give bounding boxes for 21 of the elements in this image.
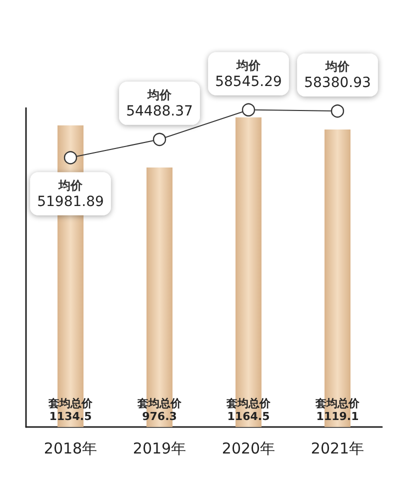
text: 均价: [236, 58, 260, 72]
data-label: 1134.5: [49, 410, 92, 423]
data-label: 54488.37: [126, 103, 193, 120]
data-label: 1119.1: [316, 410, 359, 423]
text: 套均总价: [138, 397, 182, 410]
series-label: 套均总价: [48, 397, 94, 410]
point: [64, 151, 78, 164]
x-tick-label: 2020年: [222, 440, 276, 458]
x-tick-label: 2019年: [132, 440, 186, 458]
x-tick-label: 2018年: [44, 440, 98, 458]
data-label: 58545.29: [215, 74, 282, 90]
text: 套均总价: [226, 397, 270, 410]
data-label: 1164.5: [227, 410, 270, 423]
text: 均价: [148, 88, 172, 102]
text: 套均总价: [316, 397, 360, 410]
x-tick-label: 2021年: [310, 440, 364, 458]
series-label: 均价: [58, 178, 84, 192]
data-label: 58380.93: [304, 74, 371, 91]
text: 均价: [326, 59, 350, 74]
data-label: 51981.89: [37, 194, 104, 210]
data-label: 976.3: [142, 410, 177, 423]
